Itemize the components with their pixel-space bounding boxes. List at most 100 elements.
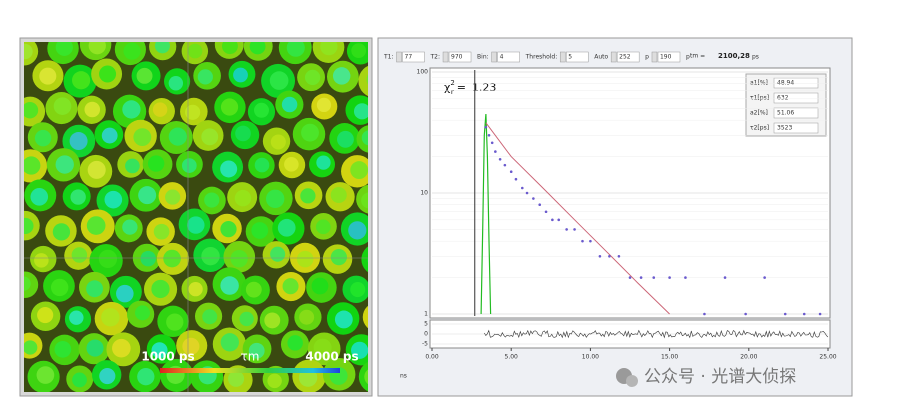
cell-core bbox=[133, 128, 152, 147]
control-bar: T1: 77 T2: 970 Bin: 4 Threshold: 5 Auto 252 p 190 p bbox=[383, 51, 690, 63]
photon-point bbox=[723, 276, 727, 279]
cell-core bbox=[284, 157, 299, 172]
photon-point bbox=[494, 150, 497, 153]
cell-core bbox=[182, 337, 200, 355]
cell bbox=[362, 305, 368, 329]
input-field[interactable] bbox=[616, 51, 640, 63]
residual-tick-label: 0 bbox=[424, 331, 428, 338]
parameter-field[interactable] bbox=[773, 122, 819, 134]
cell-core bbox=[267, 373, 282, 389]
x-tick-label: 25.00 bbox=[819, 354, 836, 361]
parameter-field[interactable] bbox=[773, 107, 819, 119]
y-tick-label: 100 bbox=[417, 69, 429, 76]
cell-core bbox=[311, 277, 329, 295]
cell-core bbox=[234, 189, 252, 207]
parameter-field[interactable] bbox=[773, 92, 819, 104]
cell-core bbox=[151, 342, 168, 359]
cell-core bbox=[153, 223, 170, 240]
cell-core bbox=[248, 342, 265, 359]
residual-tick-label: 5 bbox=[424, 321, 428, 328]
cell-core bbox=[98, 249, 118, 269]
x-tick-label: 5.00 bbox=[505, 354, 519, 361]
input-value: 4 bbox=[500, 54, 504, 61]
cell-core bbox=[251, 222, 269, 239]
cell-core bbox=[86, 216, 106, 235]
cell-core bbox=[125, 158, 140, 174]
cell-core bbox=[154, 42, 170, 54]
spin-button[interactable] bbox=[559, 51, 566, 63]
parameter-label: τ2[ps] bbox=[750, 125, 769, 132]
watermark-text: 公众号 · 光谱大侦探 bbox=[644, 367, 796, 387]
cell-core bbox=[69, 132, 88, 151]
parameter-label: a2[%] bbox=[750, 110, 768, 117]
input-value: 190 bbox=[660, 54, 672, 61]
parameter-label: τ1[ps] bbox=[750, 95, 769, 102]
cell-core bbox=[330, 249, 347, 266]
cell-core bbox=[334, 310, 353, 329]
input-field[interactable] bbox=[565, 51, 589, 63]
cell-core bbox=[351, 341, 368, 359]
cell-core bbox=[220, 98, 239, 116]
parameter-value: 632 bbox=[777, 95, 789, 102]
cell-core bbox=[245, 281, 262, 298]
spin-button[interactable] bbox=[491, 51, 497, 63]
watermark-icon bbox=[626, 375, 638, 387]
cell-core bbox=[239, 311, 254, 327]
photon-point bbox=[617, 254, 621, 258]
cell-core bbox=[254, 157, 270, 173]
cell-core bbox=[315, 219, 331, 235]
spin-button[interactable] bbox=[651, 51, 658, 63]
cell-core bbox=[221, 42, 238, 55]
cell-core bbox=[185, 104, 201, 120]
cell-core bbox=[123, 42, 141, 60]
cell-core bbox=[55, 155, 74, 174]
photon-point bbox=[783, 312, 787, 316]
spin-button[interactable] bbox=[442, 51, 449, 63]
photon-point bbox=[652, 276, 656, 279]
cell-core bbox=[70, 189, 86, 205]
input-field[interactable] bbox=[402, 51, 425, 63]
cell-core bbox=[220, 160, 238, 178]
cell-core bbox=[104, 190, 123, 209]
cell-core bbox=[264, 312, 281, 329]
photon-point bbox=[818, 312, 822, 316]
photon-point bbox=[551, 218, 554, 222]
cell-core bbox=[367, 312, 368, 318]
cell-core bbox=[299, 309, 315, 325]
fit-line bbox=[485, 122, 670, 315]
cell-core bbox=[269, 71, 289, 90]
input-value: 77 bbox=[405, 54, 413, 61]
input-field[interactable] bbox=[448, 51, 472, 63]
decay-plot: 1 10 100 0.00 5.00 10.00 15.00 20.00 25.00 ns 5 0 -5 bbox=[400, 69, 837, 380]
cell-core bbox=[181, 158, 197, 173]
cell-core bbox=[87, 160, 106, 179]
chi-sup: 2 bbox=[450, 79, 454, 87]
tm-label: tm = bbox=[690, 53, 705, 60]
cell-core bbox=[24, 156, 41, 175]
cell-core bbox=[202, 309, 218, 325]
cell bbox=[361, 246, 368, 273]
input-field[interactable] bbox=[497, 51, 520, 63]
spin-button[interactable] bbox=[610, 51, 617, 63]
parameter-field[interactable] bbox=[773, 77, 819, 89]
cell-core bbox=[187, 216, 205, 234]
cell-core bbox=[300, 188, 316, 204]
input-value: 252 bbox=[619, 54, 631, 61]
cell-core bbox=[116, 284, 134, 303]
control-label: T1: bbox=[383, 54, 394, 61]
cell-core bbox=[277, 218, 296, 237]
cell-core bbox=[350, 161, 368, 179]
cell-core bbox=[367, 257, 368, 263]
cell-core bbox=[88, 42, 106, 55]
cell-core bbox=[122, 219, 138, 235]
photon-point bbox=[703, 312, 706, 316]
input-field[interactable] bbox=[657, 51, 681, 63]
cell-core bbox=[230, 250, 248, 268]
parameter-value: 51.06 bbox=[777, 110, 794, 117]
photon-point bbox=[668, 276, 671, 279]
spin-button[interactable] bbox=[396, 51, 402, 63]
x-tick-label: 10.00 bbox=[582, 354, 599, 361]
cell-core bbox=[53, 97, 72, 115]
cell-core bbox=[30, 188, 49, 206]
